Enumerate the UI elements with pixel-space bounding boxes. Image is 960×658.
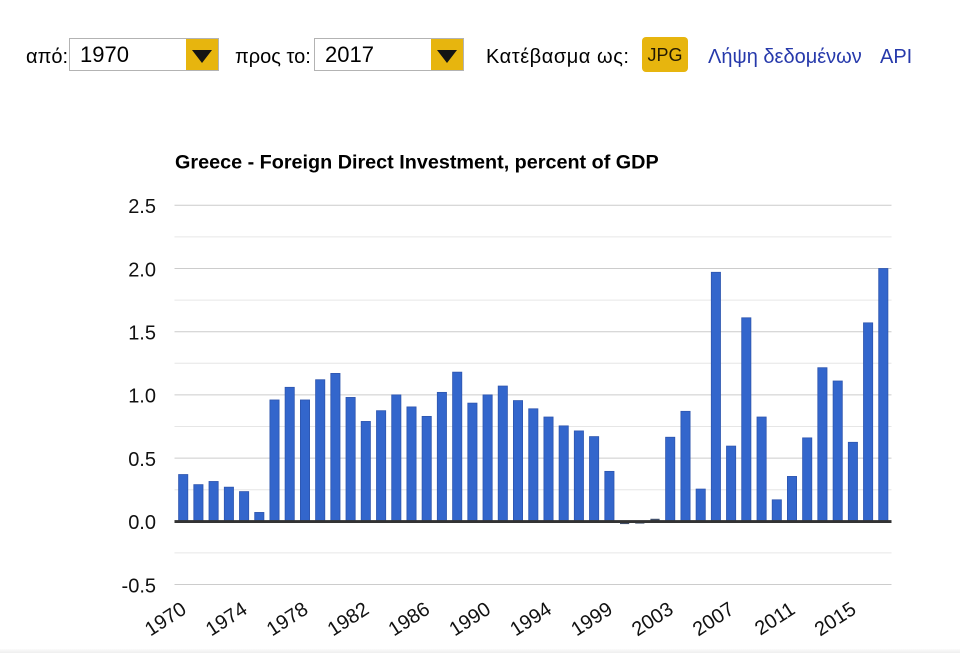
svg-text:2003: 2003 xyxy=(628,598,677,641)
svg-text:1978: 1978 xyxy=(263,598,312,641)
svg-text:1974: 1974 xyxy=(202,598,251,641)
svg-text:1986: 1986 xyxy=(385,598,434,641)
svg-text:1.5: 1.5 xyxy=(128,323,156,345)
svg-text:2007: 2007 xyxy=(689,598,738,641)
svg-text:1999: 1999 xyxy=(567,598,616,641)
svg-text:1994: 1994 xyxy=(506,598,555,641)
svg-text:2015: 2015 xyxy=(811,598,860,641)
svg-text:0.5: 0.5 xyxy=(128,449,156,471)
svg-text:2.0: 2.0 xyxy=(128,259,156,281)
svg-text:1982: 1982 xyxy=(324,598,373,641)
svg-text:-0.5: -0.5 xyxy=(122,575,156,597)
svg-text:1990: 1990 xyxy=(446,598,495,641)
svg-text:Greece - Foreign Direct Invest: Greece - Foreign Direct Investment, perc… xyxy=(175,152,659,174)
svg-text:2.5: 2.5 xyxy=(128,196,156,218)
svg-text:0.0: 0.0 xyxy=(128,512,156,534)
svg-text:1.0: 1.0 xyxy=(128,386,156,408)
svg-text:1970: 1970 xyxy=(141,598,190,641)
svg-text:2011: 2011 xyxy=(751,598,799,640)
